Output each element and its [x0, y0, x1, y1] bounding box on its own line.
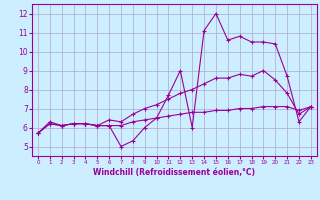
X-axis label: Windchill (Refroidissement éolien,°C): Windchill (Refroidissement éolien,°C) — [93, 168, 255, 177]
